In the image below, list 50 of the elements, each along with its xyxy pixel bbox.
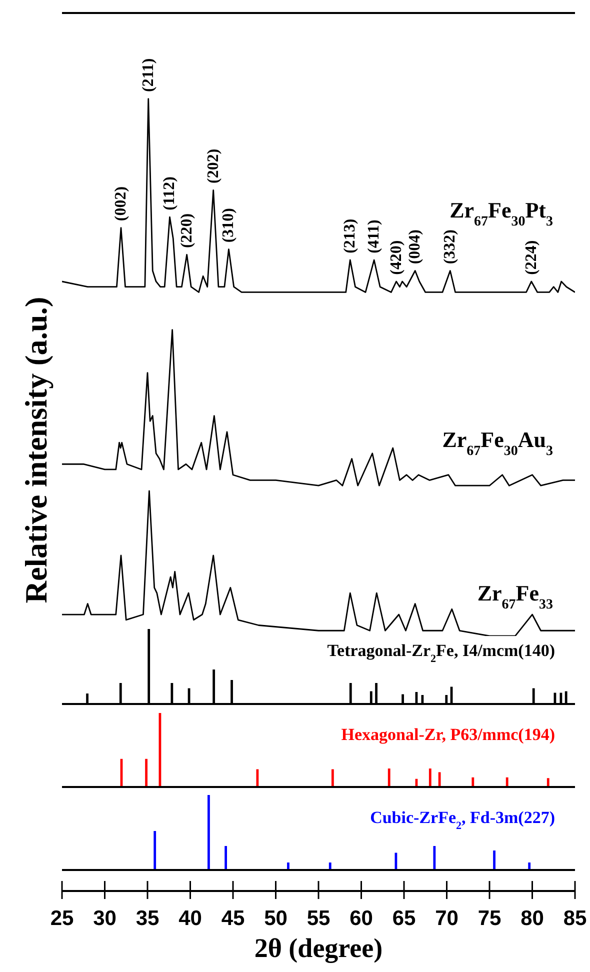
x-axis-title: 2θ (degree) bbox=[254, 933, 383, 963]
bar bbox=[208, 795, 210, 870]
x-tick-label: 25 bbox=[50, 907, 74, 930]
x-tick-label: 45 bbox=[221, 907, 245, 930]
series-label: Zr$_{67}$Fe$_{30}$Au$_{3}$ bbox=[442, 426, 553, 458]
annotation: (002) bbox=[112, 186, 130, 222]
series-label: Cubic-ZrFe$_{2}$, Fd-3m(227) bbox=[370, 808, 555, 832]
series-label: Zr$_{67}$Fe$_{33}$ bbox=[477, 580, 553, 612]
annotation: (202) bbox=[204, 148, 222, 184]
series-label: Hexagonal-Zr, P63/mmc(194) bbox=[341, 725, 555, 744]
bar bbox=[428, 768, 432, 787]
bar bbox=[472, 777, 474, 787]
x-tick-label: 85 bbox=[563, 907, 587, 930]
bar bbox=[546, 778, 550, 787]
bar bbox=[433, 846, 436, 870]
annotation: (310) bbox=[220, 208, 238, 243]
x-tick-label: 70 bbox=[435, 907, 458, 930]
bar bbox=[224, 846, 228, 870]
x-tick-label: 35 bbox=[136, 907, 160, 930]
series-label: Tetragonal-Zr$_{2}$Fe, I4/mcm(140) bbox=[327, 641, 555, 665]
y-axis-title: Relative intensity (a.u.) bbox=[18, 296, 54, 604]
bar bbox=[506, 777, 508, 787]
bar bbox=[331, 769, 334, 787]
bar bbox=[528, 862, 531, 870]
x-tick-label: 40 bbox=[178, 907, 202, 930]
x-tick-label: 50 bbox=[264, 907, 288, 930]
bar bbox=[145, 758, 148, 787]
annotation: (420) bbox=[388, 240, 405, 275]
annotation: (004) bbox=[406, 230, 424, 264]
x-tick-label: 75 bbox=[478, 907, 502, 930]
x-tick-label: 65 bbox=[392, 907, 416, 930]
x-tick-label: 30 bbox=[93, 907, 116, 930]
bar bbox=[438, 772, 441, 787]
annotation: (332) bbox=[442, 230, 459, 264]
bar bbox=[493, 850, 496, 870]
annotation: (220) bbox=[178, 213, 196, 248]
annotation: (112) bbox=[161, 176, 178, 210]
annotation: (224) bbox=[522, 240, 540, 275]
series-label: Zr$_{67}$Fe$_{30}$Pt$_{3}$ bbox=[450, 198, 553, 230]
bar bbox=[256, 769, 259, 787]
annotation: (411) bbox=[366, 220, 383, 254]
annotation: (213) bbox=[342, 218, 359, 254]
bar bbox=[328, 862, 332, 870]
bar bbox=[388, 768, 390, 787]
x-tick-label: 55 bbox=[306, 907, 330, 930]
bar bbox=[287, 862, 290, 870]
x-tick-label: 60 bbox=[350, 907, 373, 930]
bar bbox=[154, 831, 156, 870]
x-tick-label: 80 bbox=[520, 907, 544, 930]
annotation: (211) bbox=[140, 58, 157, 92]
